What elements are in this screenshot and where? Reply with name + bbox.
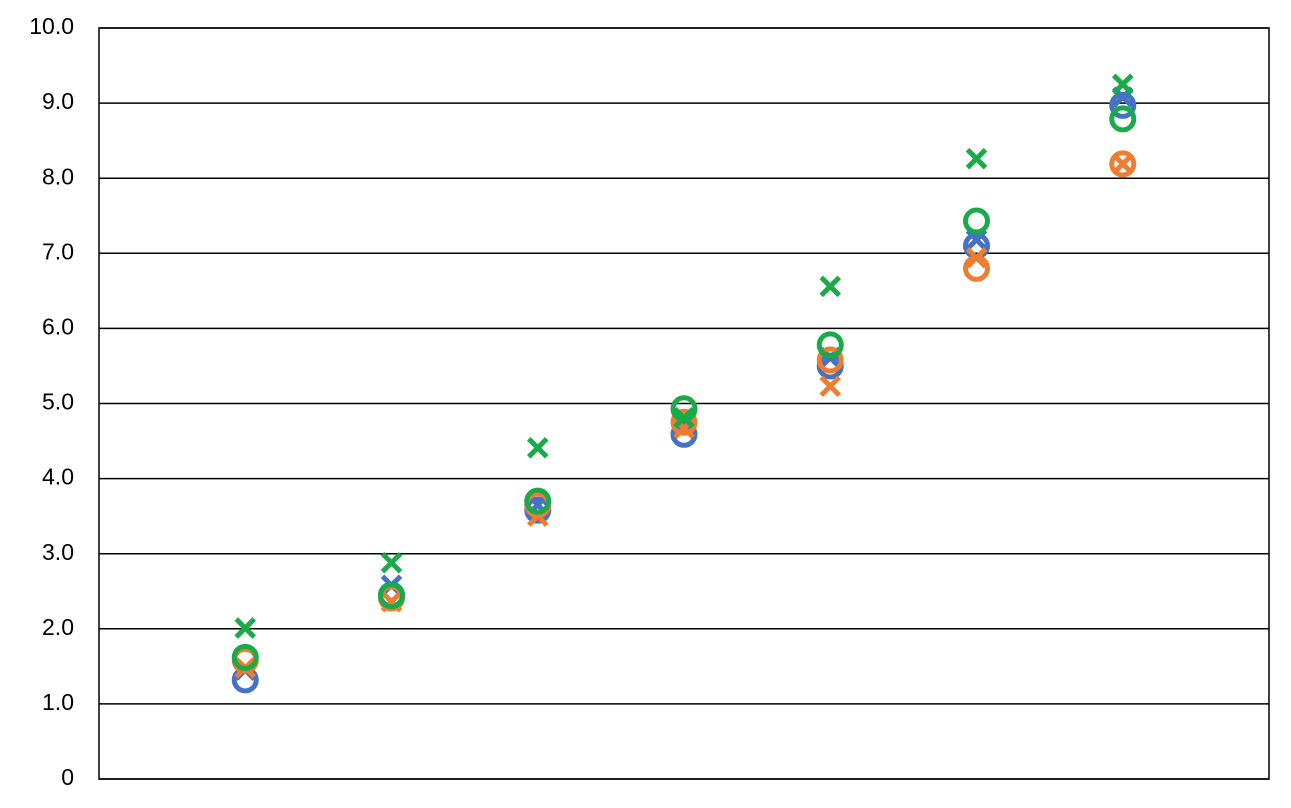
circle-marker xyxy=(670,408,698,436)
x-marker xyxy=(673,407,695,429)
x-marker xyxy=(819,375,842,397)
x-marker xyxy=(380,551,403,574)
x-marker xyxy=(1111,73,1134,96)
x-marker xyxy=(965,229,988,251)
x-marker xyxy=(526,437,549,459)
x-marker xyxy=(234,617,257,639)
y-tick-label: 1.0 xyxy=(42,689,74,715)
y-tick-label: 2.0 xyxy=(42,614,74,640)
circle-marker xyxy=(1109,150,1137,178)
circle-marker xyxy=(524,487,552,515)
circle-marker xyxy=(816,331,844,359)
plot-border xyxy=(98,27,1270,780)
y-tick-label: 0 xyxy=(61,764,74,790)
y-tick-label: 6.0 xyxy=(42,313,74,339)
y-tick-label: 5.0 xyxy=(42,389,74,415)
circle-marker xyxy=(378,582,405,610)
x-marker xyxy=(965,147,988,170)
y-tick-label: 8.0 xyxy=(42,163,74,189)
x-marker xyxy=(1111,153,1134,175)
y-tick-label: 3.0 xyxy=(42,539,74,565)
y-tick-label: 10.0 xyxy=(29,13,74,39)
circle-marker xyxy=(231,643,259,671)
y-tick-label: 7.0 xyxy=(42,238,74,264)
y-tick-label: 4.0 xyxy=(42,464,74,490)
x-marker xyxy=(965,247,988,269)
y-tick-label: 9.0 xyxy=(42,88,74,114)
circle-marker xyxy=(963,207,990,235)
x-marker xyxy=(819,275,842,298)
circle-marker xyxy=(816,346,844,374)
circle-marker xyxy=(1109,105,1137,133)
